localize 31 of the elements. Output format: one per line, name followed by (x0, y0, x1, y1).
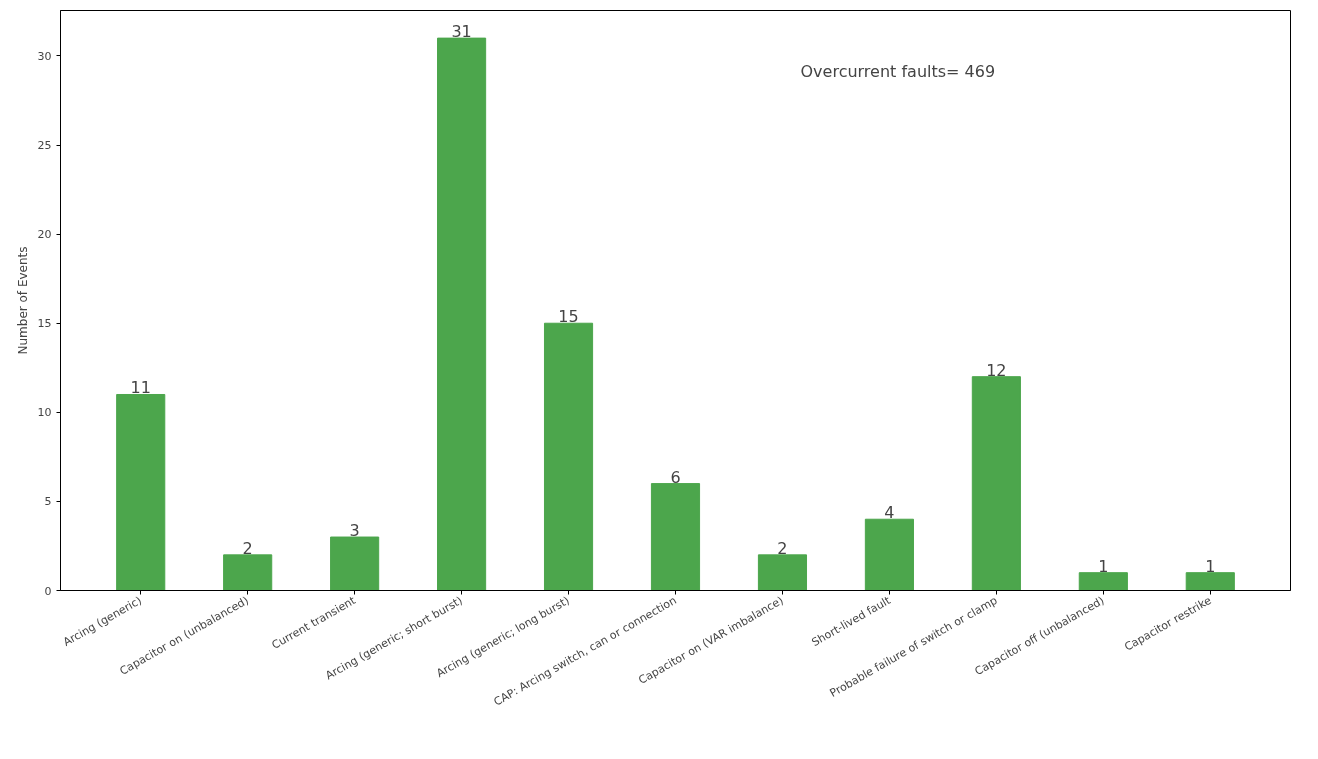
bar (650, 483, 701, 591)
bar (330, 536, 380, 591)
data-label: 11 (130, 378, 151, 398)
y-tick-label: 0 (44, 584, 52, 598)
bar (116, 393, 166, 591)
data-label: 2 (777, 538, 788, 558)
y-tick-label: 20 (37, 228, 52, 242)
bar (437, 37, 487, 591)
annotation: Overcurrent faults= 469 (800, 61, 996, 81)
data-label: 6 (670, 467, 681, 487)
bar (543, 322, 594, 591)
y-axis-title: Number of Events (15, 246, 30, 355)
y-tick-label: 10 (37, 406, 52, 420)
data-label: 2 (242, 538, 253, 558)
data-label: 15 (558, 307, 579, 327)
data-label: 3 (349, 521, 360, 541)
bar (757, 554, 808, 591)
data-label: 12 (986, 360, 1007, 380)
data-label: 4 (884, 503, 895, 523)
bar (1078, 572, 1128, 591)
bar (864, 518, 914, 591)
data-label: 1 (1205, 556, 1216, 576)
data-label: 31 (451, 22, 472, 42)
bar (971, 376, 1021, 591)
y-tick-label: 30 (37, 49, 52, 63)
y-tick-label: 15 (37, 317, 52, 331)
y-tick-label: 5 (44, 495, 52, 509)
bar (223, 554, 273, 591)
y-tick-label: 25 (37, 139, 52, 153)
data-label: 1 (1098, 556, 1109, 576)
bar (1185, 572, 1235, 591)
